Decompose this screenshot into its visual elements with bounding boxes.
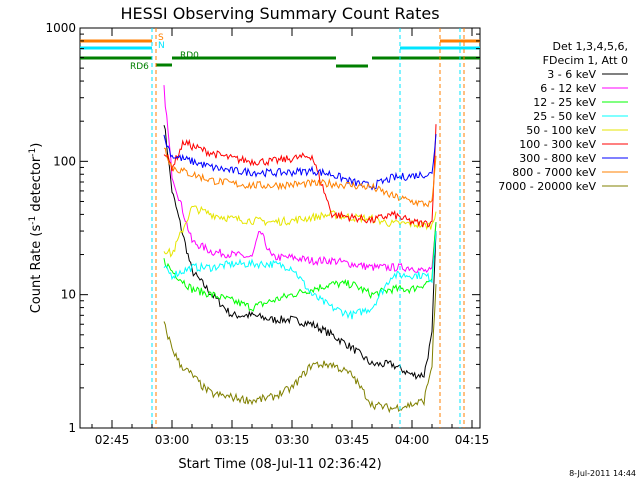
- timestamp: 8-Jul-2011 14:44: [569, 469, 636, 478]
- series-line-1: [163, 85, 437, 274]
- legend-label-8: 7000 - 20000 keV: [498, 180, 596, 193]
- series-line-7: [163, 147, 437, 208]
- marker-label-2: RD0: [180, 51, 199, 61]
- series-line-2: [163, 222, 437, 312]
- series-line-4: [163, 205, 437, 258]
- series-line-8: [163, 284, 437, 414]
- series-line-5: [163, 124, 437, 228]
- y-tick-label-3: 1000: [45, 21, 76, 35]
- y-tick-label-2: 100: [53, 154, 76, 168]
- x-tick-label-4: 03:45: [335, 433, 370, 447]
- legend-label-2: 12 - 25 keV: [533, 96, 596, 109]
- legend-label-7: 800 - 7000 keV: [512, 166, 596, 179]
- y-tick-label-1: 10: [61, 288, 76, 302]
- x-tick-label-0: 02:45: [95, 433, 130, 447]
- series-layer: [163, 85, 437, 414]
- legend-header-line-2: FDecim 1, Att 0: [543, 54, 628, 67]
- legend-label-1: 6 - 12 keV: [540, 82, 596, 95]
- marker-label-3: RD6: [130, 62, 149, 72]
- x-axis-label: Start Time (08-Jul-11 02:36:42): [178, 457, 381, 472]
- legend-label-6: 300 - 800 keV: [519, 152, 596, 165]
- x-tick-label-1: 03:00: [155, 433, 190, 447]
- legend-label-4: 50 - 100 keV: [526, 124, 596, 137]
- axis-ticks-layer: 02:45 03:00 03:15 03:30 03:45 04:00 04:15 1 10 10…: [45, 21, 489, 447]
- y-tick-label-0: 1: [68, 421, 76, 435]
- legend: Det 1,3,4,5,6, FDecim 1, Att 0 3 - 6 keV…: [498, 40, 628, 193]
- marker-label-1: N: [158, 41, 165, 51]
- legend-label-0: 3 - 6 keV: [547, 68, 596, 81]
- series-line-6: [163, 134, 437, 191]
- x-tick-label-5: 04:00: [395, 433, 430, 447]
- y-axis-label: Count Rate (s-1 detector-1): [28, 143, 44, 314]
- plot-frame: [79, 27, 481, 429]
- series-line-0: [163, 125, 437, 381]
- marker-label-0: S: [158, 33, 164, 43]
- x-tick-label-6: 04:15: [455, 433, 490, 447]
- legend-header-line-1: Det 1,3,4,5,6,: [552, 40, 628, 53]
- mode-bars-layer: SN RD0 RD6: [80, 28, 480, 428]
- x-tick-label-3: 03:30: [275, 433, 310, 447]
- legend-label-5: 100 - 300 keV: [519, 138, 596, 151]
- legend-label-3: 25 - 50 keV: [533, 110, 596, 123]
- chart-title: HESSI Observing Summary Count Rates: [120, 4, 439, 23]
- x-tick-label-2: 03:15: [215, 433, 250, 447]
- series-line-3: [163, 231, 437, 320]
